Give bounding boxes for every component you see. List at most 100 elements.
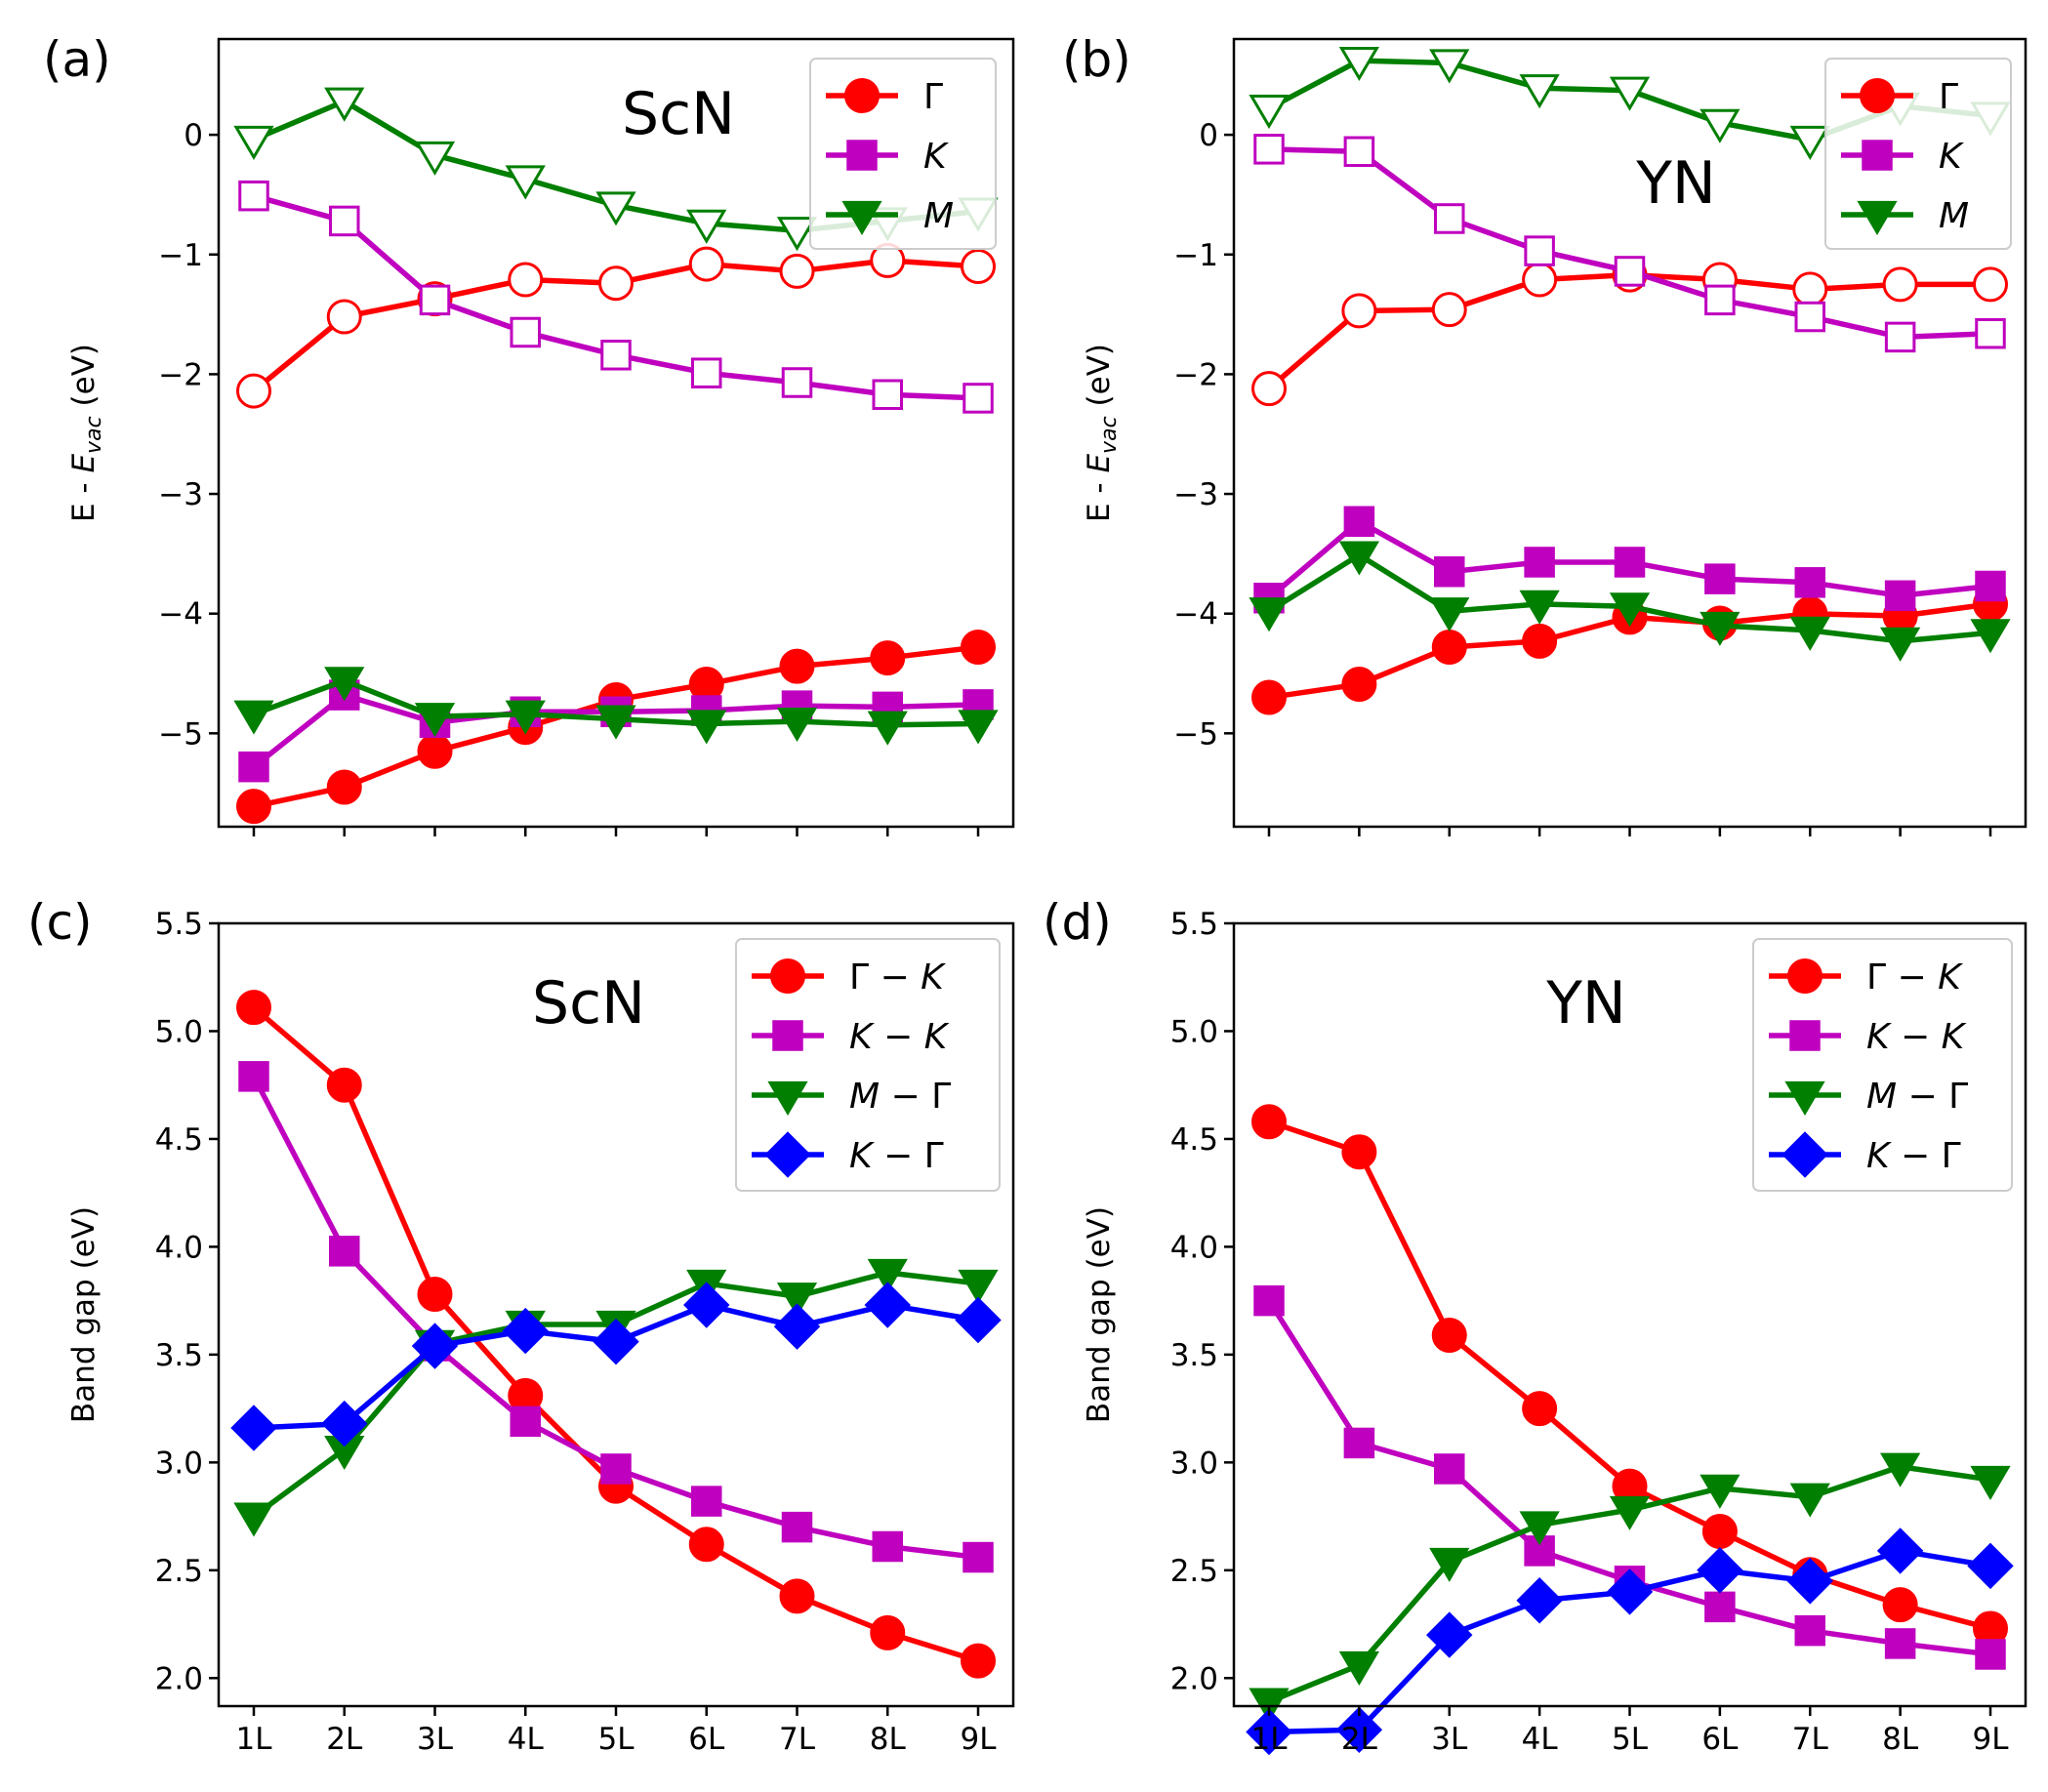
data-point bbox=[1609, 592, 1651, 628]
legend: Γ − K K − K M − Γ K − Γ bbox=[735, 938, 1001, 1192]
data-point bbox=[1700, 611, 1741, 646]
legend-label: M − Γ bbox=[849, 1077, 951, 1117]
legend: ΓKM bbox=[1824, 58, 2012, 250]
data-point bbox=[414, 703, 456, 738]
data-point bbox=[1704, 1591, 1736, 1623]
series-4 bbox=[1253, 506, 2006, 614]
data-point bbox=[236, 789, 271, 825]
x-tick-label: 9L bbox=[961, 1722, 998, 1757]
panel-2: 2.0 2.5 3.0 3.5 4.0 4.5 5.0 5.5 1L 2L 3L 4L 5L 6L 7L 8L… bbox=[27, 894, 1015, 1757]
y-tick-label: −1 bbox=[1173, 238, 1218, 273]
legend-label: K bbox=[923, 137, 949, 177]
data-point bbox=[1524, 547, 1555, 578]
data-point bbox=[867, 1258, 908, 1293]
data-point bbox=[1882, 266, 1918, 303]
data-point bbox=[1701, 1514, 1738, 1550]
data-point bbox=[1789, 1483, 1830, 1518]
data-point bbox=[233, 1502, 274, 1537]
data-point bbox=[326, 769, 362, 805]
y-tick-label: 5.5 bbox=[155, 907, 203, 942]
data-point bbox=[329, 205, 360, 237]
data-point bbox=[1431, 1317, 1467, 1353]
data-point bbox=[1975, 570, 2006, 602]
series-1 bbox=[1253, 134, 2006, 353]
y-axis-label: E - Evac (eV) bbox=[66, 344, 106, 522]
x-tick-label: 8L bbox=[1882, 1722, 1919, 1757]
y-tick-label: −5 bbox=[1173, 716, 1218, 752]
panel-3: 2.0 2.5 3.0 3.5 4.0 4.5 5.0 5.5 1L 2L 3L 4L 5L 6L 7L 8L… bbox=[1043, 894, 2028, 1757]
data-point bbox=[776, 707, 818, 743]
series-3 bbox=[1251, 586, 2008, 715]
data-point bbox=[505, 700, 546, 735]
series-2 bbox=[1249, 1452, 2011, 1723]
y-tick-label: −2 bbox=[1173, 357, 1218, 392]
data-point bbox=[1882, 1587, 1918, 1623]
x-tick-label: 3L bbox=[1431, 1722, 1468, 1757]
data-point bbox=[1519, 590, 1560, 625]
x-tick-label: 6L bbox=[688, 1722, 725, 1757]
data-point bbox=[1426, 1611, 1473, 1658]
data-point bbox=[1253, 134, 1285, 165]
data-point bbox=[961, 630, 996, 666]
data-point bbox=[1429, 1547, 1470, 1582]
data-point bbox=[1786, 1558, 1833, 1605]
data-point bbox=[963, 1541, 994, 1573]
data-point bbox=[683, 1282, 730, 1328]
data-point bbox=[1251, 679, 1287, 715]
data-point bbox=[1434, 203, 1465, 234]
data-point bbox=[961, 1643, 996, 1679]
data-point bbox=[1338, 541, 1379, 576]
data-point bbox=[1431, 292, 1467, 328]
panel-0: 0 −1 −2 −3 −4 −5 E - Evac (eV) (a) ScN ΓKM bbox=[43, 31, 1015, 836]
y-tick-label: 4.0 bbox=[155, 1230, 203, 1265]
x-tick-label: 2L bbox=[326, 1722, 363, 1757]
data-point bbox=[1341, 1134, 1377, 1170]
data-point bbox=[1973, 266, 2008, 303]
data-point bbox=[688, 246, 724, 282]
data-point bbox=[1246, 1708, 1292, 1756]
data-point bbox=[238, 751, 269, 783]
data-point bbox=[508, 262, 544, 298]
data-point bbox=[1794, 1614, 1825, 1647]
x-tick-label: 5L bbox=[1612, 1722, 1649, 1757]
data-point bbox=[1338, 46, 1379, 82]
data-point bbox=[686, 710, 727, 745]
legend-box bbox=[735, 938, 1001, 1192]
data-point bbox=[1794, 567, 1825, 598]
data-point bbox=[1794, 301, 1825, 333]
y-tick-label: 0 bbox=[1199, 118, 1218, 153]
data-point bbox=[238, 180, 269, 212]
y-tick-label: 5.0 bbox=[155, 1014, 203, 1049]
panel-label: (a) bbox=[43, 31, 111, 88]
legend-marker bbox=[1860, 78, 1895, 113]
data-point bbox=[1880, 627, 1921, 662]
data-point bbox=[1516, 1577, 1563, 1624]
data-point bbox=[321, 1400, 368, 1447]
data-point bbox=[779, 1578, 815, 1614]
legend-marker bbox=[1784, 1080, 1825, 1116]
y-tick-label: −2 bbox=[158, 357, 203, 392]
data-point bbox=[1335, 1706, 1383, 1754]
y-tick-label: 2.0 bbox=[155, 1661, 203, 1696]
data-point bbox=[1970, 1465, 2011, 1500]
legend-label: M bbox=[1939, 196, 1969, 236]
data-point bbox=[1251, 371, 1287, 407]
data-point bbox=[1975, 1639, 2006, 1670]
data-point bbox=[595, 705, 636, 740]
data-point bbox=[595, 191, 636, 226]
data-point bbox=[1789, 616, 1830, 651]
x-tick-label: 7L bbox=[779, 1722, 816, 1757]
data-point bbox=[958, 710, 999, 745]
y-axis-label: E - Evac (eV) bbox=[1082, 344, 1122, 522]
x-tick-label: 6L bbox=[1701, 1722, 1739, 1757]
legend-marker bbox=[772, 1020, 803, 1051]
legend: ΓKM bbox=[809, 58, 997, 250]
y-tick-label: −3 bbox=[1173, 477, 1218, 512]
data-point bbox=[1704, 563, 1736, 594]
x-tick-label: 3L bbox=[417, 1722, 454, 1757]
legend-label: Γ bbox=[1939, 77, 1958, 117]
data-point bbox=[324, 667, 365, 702]
data-point bbox=[686, 209, 727, 244]
y-axis-label: Band gap (eV) bbox=[1082, 1206, 1117, 1423]
